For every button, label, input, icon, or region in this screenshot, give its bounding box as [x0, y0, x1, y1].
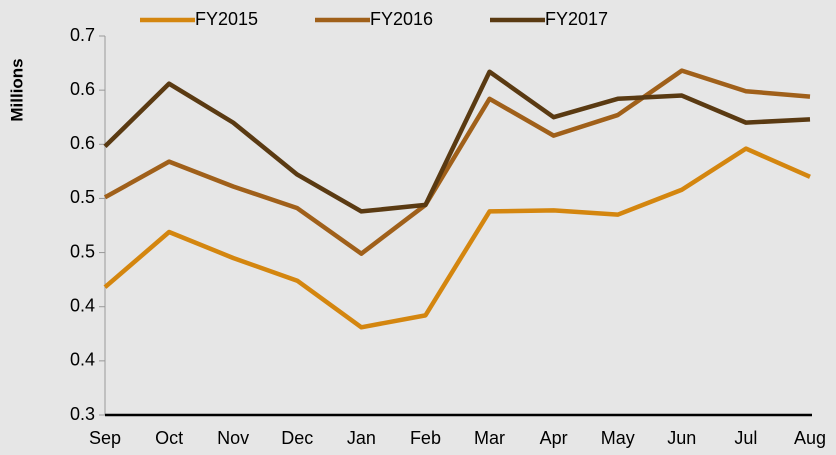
series-line [103, 146, 811, 330]
y-tick-label: 0.5 [70, 241, 95, 261]
x-tick-label: Apr [540, 428, 568, 448]
y-tick-label: 0.6 [70, 133, 95, 153]
x-tick-label: Jul [734, 428, 757, 448]
y-axis-label: Millions [7, 58, 26, 121]
series-line [103, 68, 811, 256]
x-tick-label: Mar [474, 428, 505, 448]
x-tick-label: Sep [89, 428, 121, 448]
x-tick-label: Nov [217, 428, 249, 448]
y-tick-label: 0.5 [70, 187, 95, 207]
x-tick-label: Jan [347, 428, 376, 448]
legend-label: FY2017 [545, 9, 608, 29]
y-tick-label: 0.7 [70, 25, 95, 45]
legend-label: FY2015 [195, 9, 258, 29]
series-line [103, 69, 811, 214]
x-tick-label: May [601, 428, 635, 448]
x-tick-label: Aug [794, 428, 826, 448]
legend-label: FY2016 [370, 9, 433, 29]
y-tick-label: 0.4 [70, 295, 95, 315]
y-tick-label: 0.4 [70, 350, 95, 370]
x-tick-label: Oct [155, 428, 183, 448]
x-tick-label: Dec [281, 428, 313, 448]
y-tick-label: 0.3 [70, 404, 95, 424]
y-tick-label: 0.6 [70, 79, 95, 99]
x-tick-label: Jun [667, 428, 696, 448]
x-tick-label: Feb [410, 428, 441, 448]
